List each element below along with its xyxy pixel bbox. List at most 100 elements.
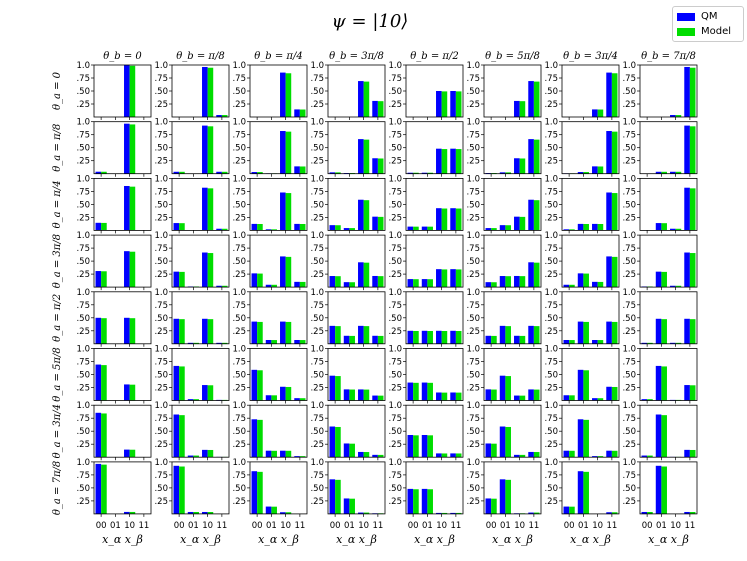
bar-model: [661, 319, 667, 344]
bar-qm: [343, 335, 350, 344]
bar-qm: [655, 171, 662, 174]
y-tick-label: .75: [76, 358, 90, 368]
bar-model: [129, 186, 136, 231]
y-tick-label: .75: [154, 131, 168, 141]
bar-qm: [421, 279, 428, 288]
x-tick-label: 01: [344, 521, 355, 531]
y-tick-label: .25: [310, 327, 324, 337]
y-tick-label: 1.0: [232, 118, 246, 128]
bar-qm: [265, 284, 272, 288]
bar-model: [257, 223, 263, 231]
bar-qm: [216, 228, 222, 231]
bar-qm: [329, 225, 336, 231]
y-tick-label: .25: [622, 157, 636, 167]
y-tick-label: 1.0: [466, 174, 480, 184]
bar-qm: [329, 325, 336, 344]
y-tick-label: 1.0: [154, 458, 168, 468]
bar-qm: [563, 229, 570, 231]
bar-model: [179, 319, 185, 344]
bar-model: [101, 318, 107, 344]
bar-model: [179, 415, 185, 458]
bar-qm: [684, 385, 690, 401]
bar-qm: [265, 229, 272, 231]
bar-qm: [670, 342, 676, 344]
bar-model: [455, 91, 462, 117]
x-axis-label: x_α x_β: [492, 533, 533, 546]
bar-qm: [265, 340, 272, 344]
bar-qm: [202, 187, 208, 231]
bar-model: [491, 228, 497, 231]
y-tick-label: .50: [232, 484, 246, 494]
y-tick-label: .75: [154, 414, 168, 424]
y-tick-label: .25: [310, 497, 324, 507]
bar-model: [179, 271, 185, 288]
bar-model: [689, 512, 696, 514]
bar-model: [597, 166, 604, 174]
x-tick-label: 00: [642, 521, 653, 531]
y-tick-label: .75: [466, 187, 480, 197]
bar-model: [101, 464, 107, 514]
bar-model: [427, 226, 433, 231]
bar-qm: [514, 275, 520, 288]
y-tick-label: 1.0: [154, 288, 168, 298]
y-tick-label: .50: [466, 427, 480, 437]
subplot-frame: [561, 404, 620, 458]
bar-model: [533, 326, 540, 344]
column-title: θ_b = π/8: [176, 51, 224, 62]
bar-qm: [436, 512, 442, 514]
y-tick-label: 1.0: [388, 288, 402, 298]
y-tick-label: 1.0: [232, 231, 246, 241]
bar-model: [533, 452, 540, 458]
y-tick-label: .25: [388, 100, 402, 110]
bar-model: [349, 282, 355, 288]
bar-qm: [372, 335, 378, 344]
subplot-frame: [639, 404, 698, 458]
y-tick-label: 1.0: [154, 231, 168, 241]
row-title: θ_a = π/8: [52, 124, 63, 172]
y-tick-label: 1.0: [544, 61, 558, 71]
y-tick-label: 1.0: [622, 288, 636, 298]
bar-model: [455, 149, 462, 174]
y-tick-label: .25: [154, 440, 168, 450]
bar-model: [285, 450, 292, 458]
bar-qm: [343, 228, 350, 231]
bar-model: [299, 456, 306, 458]
bar-model: [363, 512, 370, 514]
bar-model: [335, 376, 341, 401]
bar-model: [257, 321, 263, 344]
bar-model: [299, 223, 306, 231]
bar-qm: [450, 512, 456, 514]
bar-qm: [95, 171, 102, 174]
y-tick-label: 1.0: [154, 61, 168, 71]
bar-model: [583, 471, 589, 514]
bar-model: [179, 466, 185, 514]
bar-model: [335, 326, 341, 344]
bar-model: [441, 269, 448, 288]
bar-model: [413, 172, 419, 174]
y-tick-label: .75: [466, 358, 480, 368]
bar-qm: [358, 199, 364, 231]
bar-model: [377, 276, 384, 288]
y-tick-label: .25: [232, 213, 246, 223]
y-tick-label: .50: [466, 87, 480, 97]
subplot-frame: [171, 177, 230, 231]
bar-model: [207, 67, 214, 117]
y-tick-label: 1.0: [544, 458, 558, 468]
y-tick-label: .75: [622, 414, 636, 424]
bar-model: [179, 223, 185, 231]
bar-qm: [450, 208, 456, 231]
bar-model: [519, 335, 526, 344]
bar-model: [505, 326, 511, 344]
bar-qm: [407, 434, 414, 458]
bar-qm: [577, 471, 584, 514]
bar-qm: [358, 262, 364, 288]
y-tick-label: .25: [388, 497, 402, 507]
x-tick-label: 01: [266, 521, 277, 531]
bar-qm: [407, 172, 414, 174]
y-tick-label: .25: [544, 157, 558, 167]
bar-qm: [407, 330, 414, 344]
bar-model: [193, 399, 199, 401]
bar-qm: [563, 340, 570, 344]
y-tick-label: .25: [310, 384, 324, 394]
y-tick-label: 1.0: [76, 174, 90, 184]
